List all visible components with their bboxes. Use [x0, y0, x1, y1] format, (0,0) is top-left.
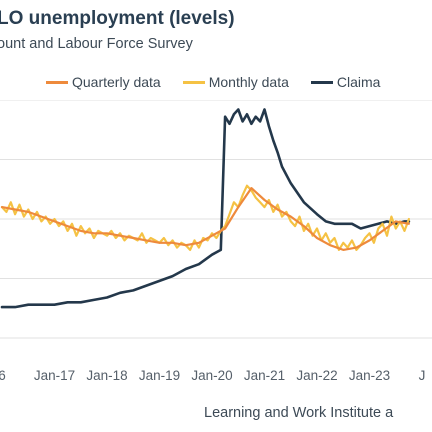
legend-swatch-monthly [182, 80, 205, 84]
series-line-quarterly [0, 186, 410, 251]
source-note: Learning and Work Institute a [204, 405, 394, 421]
x-axis-ticks: 6 Jan-17 Jan-18 Jan-19 Jan-20 Jan-21 Jan-22 Jan… [0, 368, 425, 383]
line-chart: 6 Jan-17 Jan-18 Jan-19 Jan-20 Jan-21 Jan-22 Jan… [0, 100, 432, 383]
series-lines [0, 108, 411, 309]
x-tick-label: Jan-19 [139, 368, 180, 383]
chart-legend: Quarterly data Monthly data Claima [46, 72, 402, 92]
chart-title: LO unemployment (levels) [0, 8, 235, 29]
x-tick-label: Jan-17 [34, 368, 75, 383]
legend-label-claimant: Claima [336, 74, 381, 90]
legend-item-quarterly: Quarterly data [46, 74, 161, 90]
x-tick-label: Jan-22 [296, 368, 337, 383]
x-tick-label: Jan-20 [191, 368, 232, 383]
legend-item-claimant: Claima [310, 74, 381, 90]
legend-label-quarterly: Quarterly data [72, 74, 161, 90]
legend-label-monthly: Monthly data [208, 74, 289, 90]
x-tick-label: J [419, 368, 426, 383]
x-tick-label: Jan-23 [349, 368, 390, 383]
x-tick-label: Jan-21 [244, 368, 285, 383]
grid-lines [0, 100, 432, 339]
x-tick-label: 6 [0, 368, 6, 383]
chart-subtitle: ount and Labour Force Survey [0, 36, 193, 52]
x-tick-label: Jan-18 [86, 368, 127, 383]
legend-swatch-claimant [310, 80, 333, 84]
series-line-claimant [0, 108, 411, 309]
legend-item-monthly: Monthly data [182, 74, 289, 90]
legend-swatch-quarterly [46, 80, 68, 84]
